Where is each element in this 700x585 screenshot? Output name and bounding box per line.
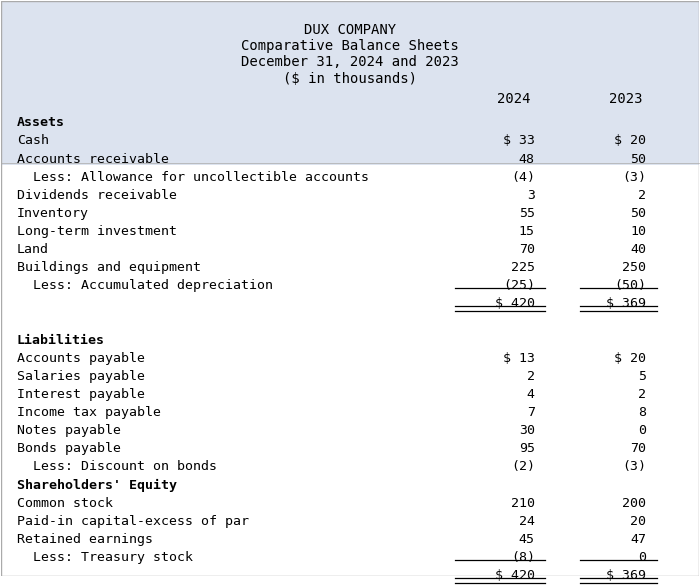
Text: Less: Discount on bonds: Less: Discount on bonds (17, 460, 217, 473)
Text: DUX COMPANY: DUX COMPANY (304, 23, 396, 37)
Text: 70: 70 (519, 243, 535, 256)
Text: $ 33: $ 33 (503, 135, 535, 147)
Text: 10: 10 (630, 225, 646, 238)
Text: (25): (25) (503, 279, 535, 292)
Text: $ 20: $ 20 (615, 135, 646, 147)
Text: 5: 5 (638, 370, 646, 383)
Text: Common stock: Common stock (17, 497, 113, 510)
Text: (50): (50) (615, 279, 646, 292)
Text: 30: 30 (519, 424, 535, 437)
Text: 210: 210 (511, 497, 535, 510)
Text: Inventory: Inventory (17, 207, 89, 220)
Text: $ 420: $ 420 (495, 569, 535, 582)
Text: Buildings and equipment: Buildings and equipment (17, 261, 201, 274)
Text: 4: 4 (527, 388, 535, 401)
Text: (3): (3) (622, 171, 646, 184)
Text: 40: 40 (630, 243, 646, 256)
Text: $ 369: $ 369 (606, 297, 646, 311)
Text: Liabilities: Liabilities (17, 333, 105, 347)
Text: 47: 47 (630, 533, 646, 546)
Text: Comparative Balance Sheets: Comparative Balance Sheets (241, 39, 459, 53)
Text: Retained earnings: Retained earnings (17, 533, 153, 546)
Text: Paid-in capital-excess of par: Paid-in capital-excess of par (17, 515, 248, 528)
Text: ($ in thousands): ($ in thousands) (283, 71, 417, 85)
Text: Shareholders' Equity: Shareholders' Equity (17, 479, 176, 491)
Text: (3): (3) (622, 460, 646, 473)
Text: $ 420: $ 420 (495, 297, 535, 311)
Text: Accounts receivable: Accounts receivable (17, 153, 169, 166)
Text: Bonds payable: Bonds payable (17, 442, 120, 455)
Text: 95: 95 (519, 442, 535, 455)
Text: (4): (4) (511, 171, 535, 184)
Text: Interest payable: Interest payable (17, 388, 145, 401)
Text: Assets: Assets (17, 116, 64, 129)
Text: 2: 2 (527, 370, 535, 383)
Text: 20: 20 (630, 515, 646, 528)
Text: $ 20: $ 20 (615, 352, 646, 365)
Text: 2: 2 (638, 388, 646, 401)
Text: Less: Treasury stock: Less: Treasury stock (17, 551, 192, 564)
Text: $ 369: $ 369 (606, 569, 646, 582)
Text: 225: 225 (511, 261, 535, 274)
Text: 250: 250 (622, 261, 646, 274)
Text: Land: Land (17, 243, 49, 256)
Text: Less: Accumulated depreciation: Less: Accumulated depreciation (17, 279, 273, 292)
Text: $ 13: $ 13 (503, 352, 535, 365)
Text: (2): (2) (511, 460, 535, 473)
Text: 0: 0 (638, 551, 646, 564)
Text: 7: 7 (527, 406, 535, 419)
Text: 200: 200 (622, 497, 646, 510)
Text: 45: 45 (519, 533, 535, 546)
Text: Income tax payable: Income tax payable (17, 406, 161, 419)
Text: 55: 55 (519, 207, 535, 220)
Text: 24: 24 (519, 515, 535, 528)
Text: 3: 3 (527, 189, 535, 202)
Text: 2024: 2024 (497, 92, 531, 106)
Text: 48: 48 (519, 153, 535, 166)
Text: 70: 70 (630, 442, 646, 455)
Text: 2023: 2023 (609, 92, 642, 106)
Text: Salaries payable: Salaries payable (17, 370, 145, 383)
Text: Less: Allowance for uncollectible accounts: Less: Allowance for uncollectible accoun… (17, 171, 369, 184)
Text: 50: 50 (630, 153, 646, 166)
Text: Accounts payable: Accounts payable (17, 352, 145, 365)
Text: 8: 8 (638, 406, 646, 419)
Text: 50: 50 (630, 207, 646, 220)
Text: Cash: Cash (17, 135, 49, 147)
Text: (8): (8) (511, 551, 535, 564)
Text: December 31, 2024 and 2023: December 31, 2024 and 2023 (241, 56, 459, 70)
Text: 2: 2 (638, 189, 646, 202)
Text: 15: 15 (519, 225, 535, 238)
Text: Notes payable: Notes payable (17, 424, 120, 437)
FancyBboxPatch shape (1, 1, 699, 165)
Text: 0: 0 (638, 424, 646, 437)
Text: Long-term investment: Long-term investment (17, 225, 176, 238)
Text: Dividends receivable: Dividends receivable (17, 189, 176, 202)
